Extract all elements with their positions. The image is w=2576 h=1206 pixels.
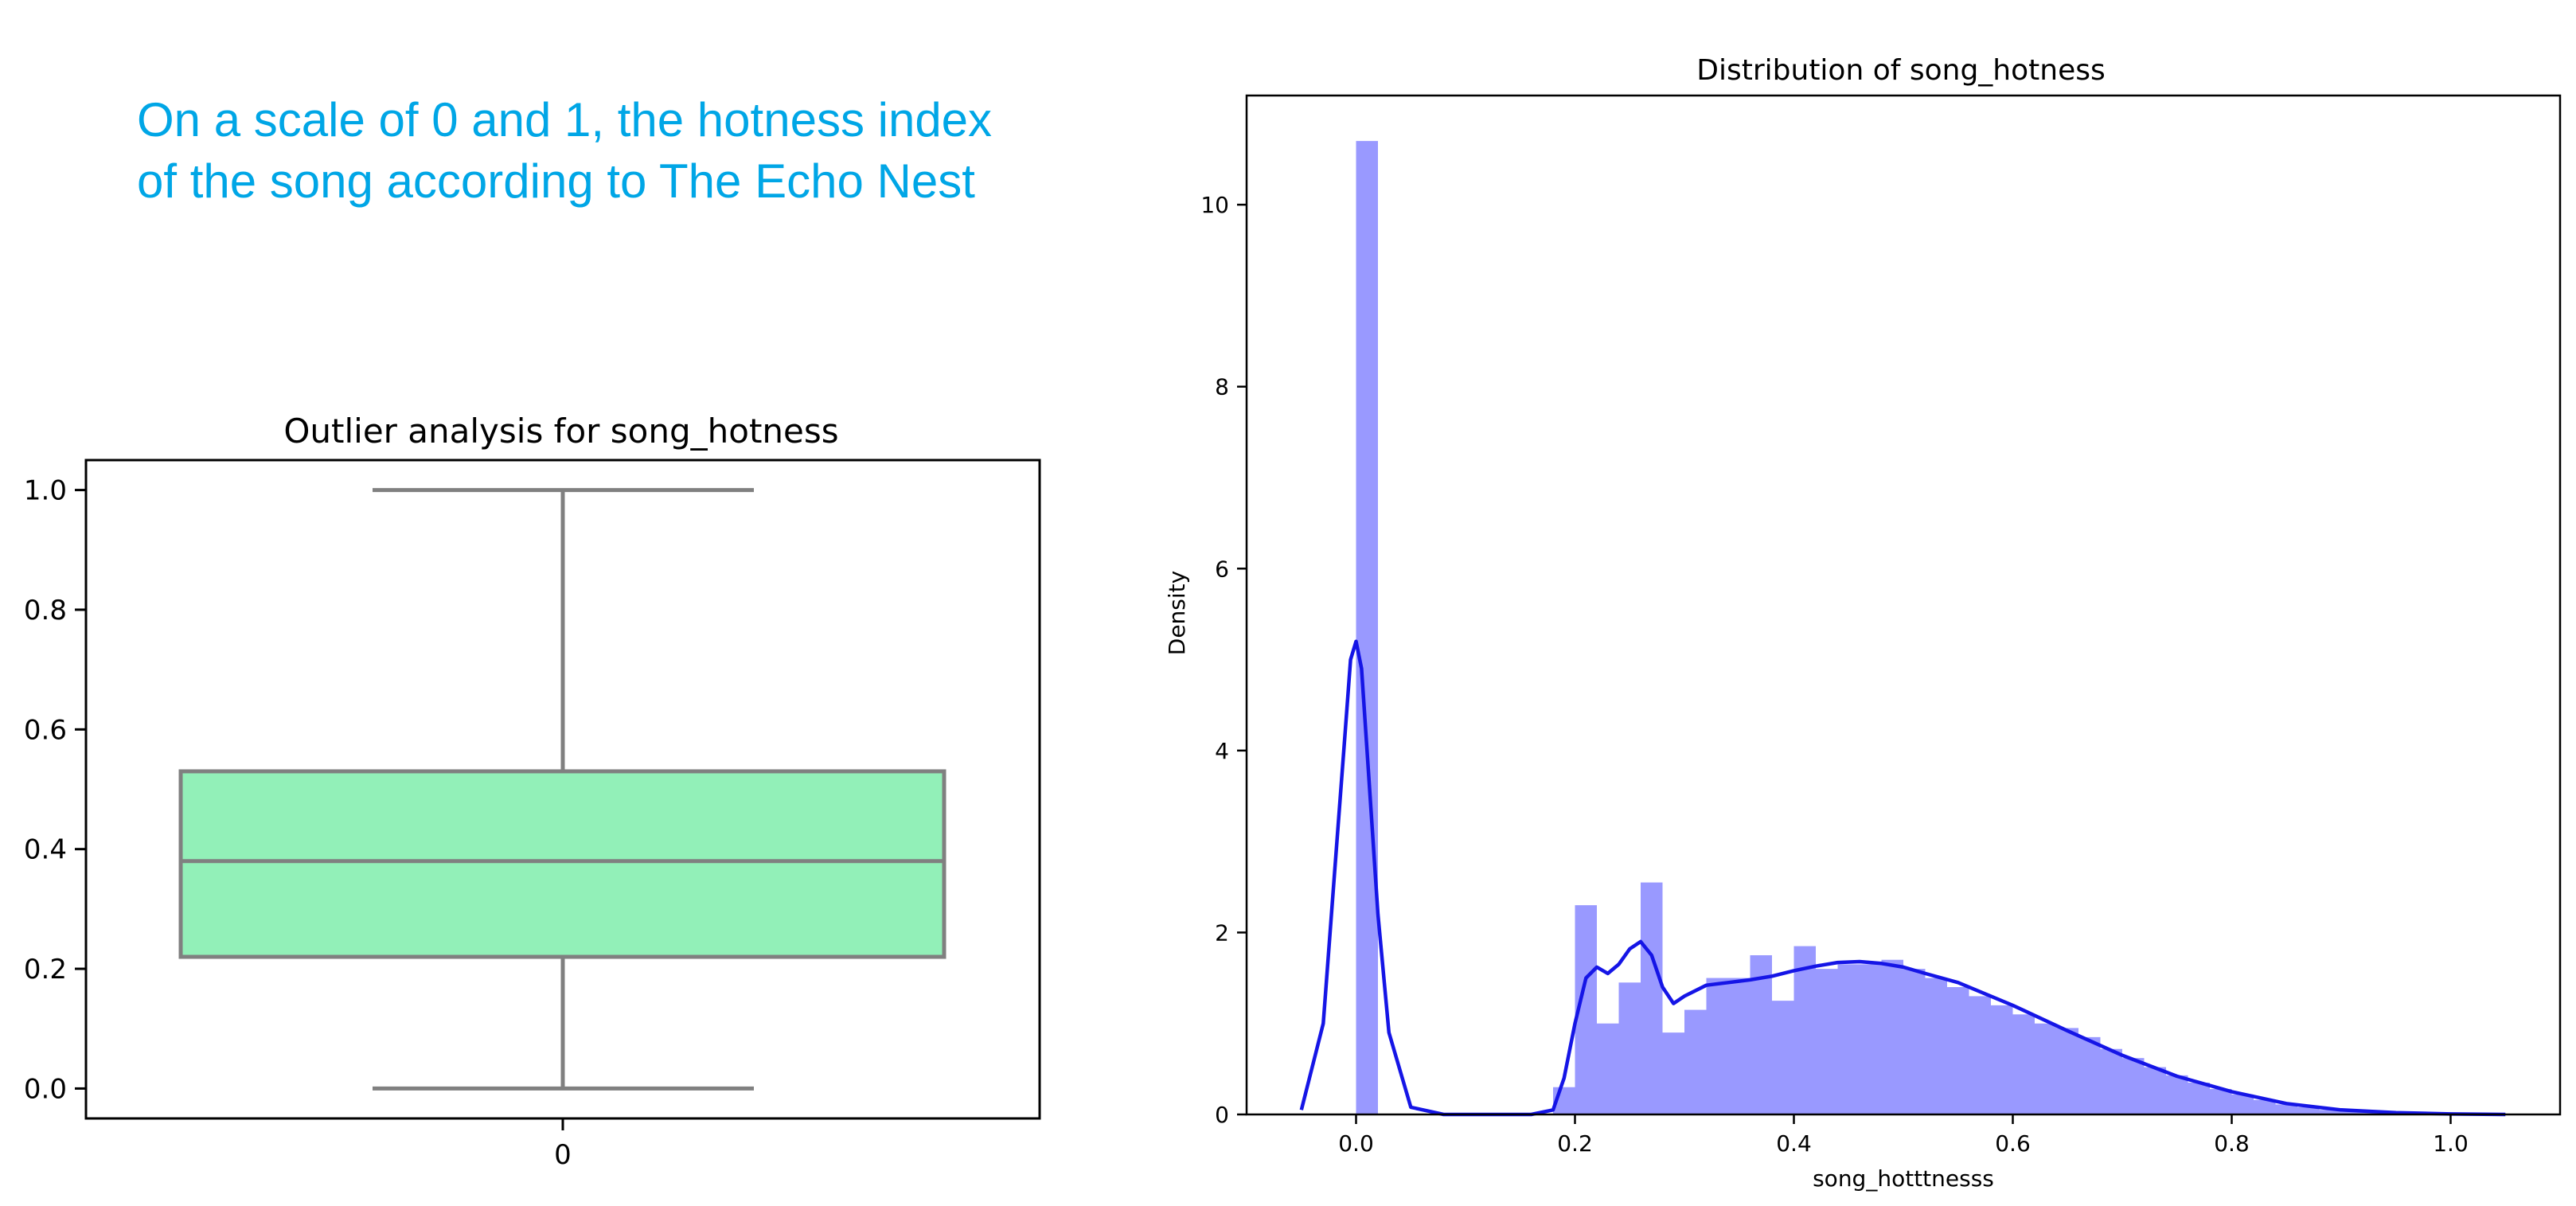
hist-x-tick-label: 1.0 — [2433, 1130, 2469, 1157]
histogram-bar — [1750, 955, 1772, 1114]
histogram-bar — [2122, 1058, 2145, 1114]
histogram-bar — [1816, 969, 1838, 1114]
histogram-bar — [2254, 1099, 2276, 1114]
histogram-bar — [2100, 1048, 2122, 1114]
distribution-frame — [1245, 94, 2562, 1116]
histogram-bar — [1772, 1001, 1794, 1114]
distribution-x-ticks: 0.0 0.2 0.4 0.6 0.8 1.0 — [1338, 1114, 2469, 1157]
histogram-bar — [2231, 1094, 2254, 1114]
hist-y-tick-label: 0 — [1215, 1102, 1229, 1128]
histogram-bar — [2188, 1083, 2210, 1114]
histogram-bars — [1356, 141, 2473, 1115]
distribution-y-ticks: 0 2 4 6 8 10 — [1200, 192, 1247, 1128]
histogram-bar — [1881, 959, 1903, 1114]
histogram-bar — [2363, 1112, 2385, 1114]
box-plot-title: Outlier analysis for song_hotness — [283, 412, 838, 451]
histogram-bar — [1860, 964, 1882, 1114]
box-y-tick-label: 0.4 — [24, 834, 67, 866]
hist-y-tick-label: 10 — [1200, 192, 1229, 218]
hist-x-tick-label: 0.8 — [2214, 1130, 2250, 1157]
kde-curve — [1299, 639, 2506, 1117]
box-plot-y-ticks: 0.0 0.2 0.4 0.6 0.8 1.0 — [24, 475, 86, 1105]
histogram-bar — [1618, 982, 1641, 1114]
histogram-bar — [2210, 1089, 2232, 1114]
histogram-bar — [1728, 978, 1751, 1114]
histogram-bar — [2144, 1067, 2166, 1114]
histogram-bar — [2166, 1075, 2188, 1114]
histogram-bar — [2341, 1111, 2363, 1114]
box-y-tick-label: 1.0 — [24, 475, 67, 507]
hist-x-tick-label: 0.6 — [1995, 1130, 2031, 1157]
histogram-bar — [2012, 1014, 2035, 1114]
histogram-bar — [1662, 1032, 1684, 1114]
box-plot-chart: Outlier analysis for song_hotness 0.0 0.2… — [24, 412, 1041, 1171]
hist-x-tick-label: 0.2 — [1557, 1130, 1593, 1157]
histogram-bar — [1597, 1023, 1619, 1114]
histogram-bar — [1641, 882, 1663, 1114]
histogram-bar — [2275, 1104, 2297, 1114]
hotness-description: On a scale of 0 and 1, the hotness index… — [137, 93, 993, 208]
hist-x-tick-label: 0.4 — [1776, 1130, 1812, 1157]
box-y-tick-label: 0.6 — [24, 714, 67, 746]
histogram-bar — [1947, 987, 1969, 1114]
distribution-title: Distribution of song_hotness — [1696, 54, 2106, 87]
hist-y-tick-label: 2 — [1215, 919, 1229, 946]
hist-y-tick-label: 8 — [1215, 374, 1229, 400]
histogram-bar — [1575, 905, 1597, 1114]
histogram-bar — [1991, 1005, 2013, 1114]
histogram-bar — [2319, 1110, 2341, 1114]
box-plot-marks — [178, 488, 946, 1091]
histogram-bar — [1903, 969, 1926, 1114]
histogram-bar — [2035, 1023, 2057, 1114]
distribution-y-label: Density — [1164, 571, 1190, 655]
box-y-tick-label: 0.0 — [24, 1073, 67, 1105]
histogram-bar — [1837, 964, 1860, 1114]
histogram-bar — [2056, 1028, 2078, 1114]
histogram-bar — [2385, 1113, 2407, 1114]
histogram-bar — [1706, 978, 1728, 1114]
hist-y-tick-label: 6 — [1215, 556, 1229, 582]
box-y-tick-label: 0.2 — [24, 954, 67, 985]
histogram-bar — [2078, 1036, 2101, 1114]
histogram-bar — [1969, 996, 1991, 1114]
box-y-tick-label: 0.8 — [24, 595, 67, 626]
interquartile-box — [178, 769, 946, 959]
distribution-x-label: song_hotttnesss — [1813, 1165, 1994, 1192]
hist-x-tick-label: 0.0 — [1338, 1130, 1374, 1157]
histogram-bar — [1684, 1009, 1707, 1114]
box-plot-x-tick-label: 0 — [554, 1139, 572, 1171]
histogram-bar — [1553, 1087, 1575, 1114]
histogram-bar — [1793, 946, 1816, 1114]
histogram-bar — [2297, 1106, 2320, 1114]
histogram-bar — [1356, 141, 1378, 1115]
histogram-bar — [1925, 978, 1947, 1114]
hist-y-tick-label: 4 — [1215, 738, 1229, 764]
